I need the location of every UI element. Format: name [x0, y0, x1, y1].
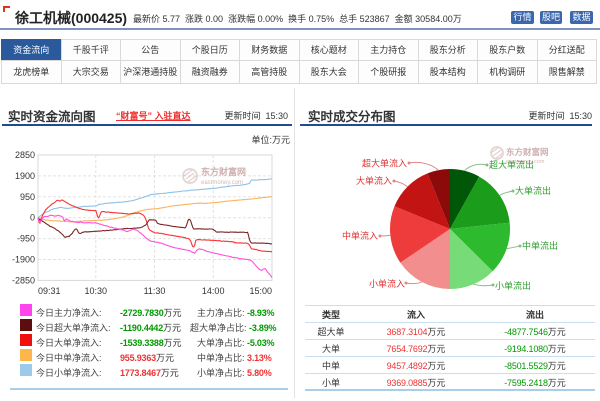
svg-text:1900: 1900	[15, 171, 35, 181]
svg-text:2850: 2850	[15, 150, 35, 160]
svg-text:超大单流出: 超大单流出	[489, 159, 534, 170]
svg-text:东方财富网: 东方财富网	[201, 166, 246, 177]
svg-text:14:00: 14:00	[202, 286, 225, 296]
svg-text:东方财富网: 东方财富网	[506, 147, 549, 157]
svg-text:中单流入: 中单流入	[342, 230, 378, 241]
svg-text:950: 950	[20, 192, 35, 202]
svg-text:小单流出: 小单流出	[495, 280, 531, 291]
svg-text:大单流入: 大单流入	[356, 175, 392, 186]
svg-text:15:00: 15:00	[249, 286, 272, 296]
svg-text:-950: -950	[17, 234, 35, 244]
svg-text:中单流出: 中单流出	[522, 240, 558, 251]
svg-text:0: 0	[30, 213, 35, 223]
svg-text:eastmoney.com: eastmoney.com	[506, 159, 545, 165]
svg-text:10:30: 10:30	[85, 286, 108, 296]
svg-text:09:31: 09:31	[38, 286, 61, 296]
svg-text:eastmoney.com: eastmoney.com	[201, 180, 243, 186]
svg-text:超大单流入: 超大单流入	[362, 158, 407, 169]
svg-text:大单流出: 大单流出	[515, 185, 551, 196]
svg-text:11:30: 11:30	[144, 286, 166, 296]
svg-text:小单流入: 小单流入	[369, 278, 405, 289]
svg-text:-2850: -2850	[12, 275, 35, 285]
svg-text:-1900: -1900	[12, 255, 35, 265]
